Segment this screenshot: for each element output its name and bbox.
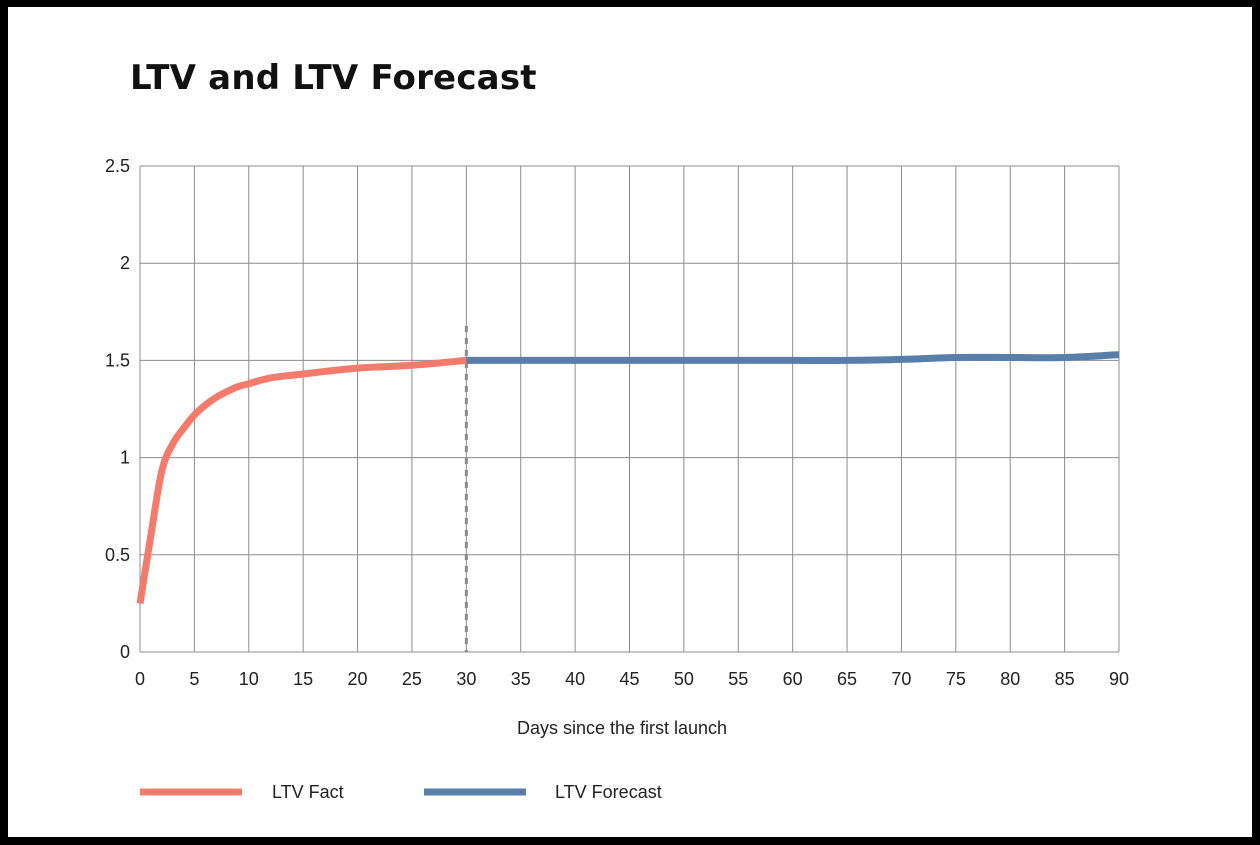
- x-tick-label: 10: [239, 669, 259, 689]
- legend-label-ltv-forecast: LTV Forecast: [555, 782, 662, 802]
- series: [136, 351, 1120, 604]
- x-tick-label: 35: [511, 669, 531, 689]
- x-tick-label: 70: [891, 669, 911, 689]
- y-tick-label: 0.5: [105, 545, 130, 565]
- x-tick-label: 50: [674, 669, 694, 689]
- x-tick-label: 0: [135, 669, 145, 689]
- x-tick-label: 65: [837, 669, 857, 689]
- x-tick-label: 60: [783, 669, 803, 689]
- y-tick-label: 1: [120, 448, 130, 468]
- y-tick-label: 1.5: [105, 350, 130, 370]
- x-tick-label: 90: [1109, 669, 1129, 689]
- x-tick-label: 75: [946, 669, 966, 689]
- x-tick-label: 40: [565, 669, 585, 689]
- chart-title: LTV and LTV Forecast: [130, 58, 537, 98]
- y-tick-label: 2.5: [105, 156, 130, 176]
- ltv-forecast-line: [466, 351, 1120, 364]
- x-tick-label: 55: [728, 669, 748, 689]
- legend: LTV Fact LTV Forecast: [140, 782, 662, 802]
- x-tick-label: 45: [619, 669, 639, 689]
- legend-label-ltv-fact: LTV Fact: [272, 782, 344, 802]
- x-tick-label: 25: [402, 669, 422, 689]
- x-tick-label: 85: [1055, 669, 1075, 689]
- y-tick-label: 0: [120, 642, 130, 662]
- x-tick-label: 30: [456, 669, 476, 689]
- x-axis-ticks: 0 5 10 15 20 25 30 35 40 45 50 55 60 65 70 75 80 85 90: [135, 669, 1129, 689]
- y-axis-ticks: 0 0.5 1 1.5 2 2.5: [105, 156, 130, 662]
- x-tick-label: 15: [293, 669, 313, 689]
- x-tick-label: 80: [1000, 669, 1020, 689]
- x-tick-label: 5: [189, 669, 199, 689]
- y-tick-label: 2: [120, 253, 130, 273]
- x-tick-label: 20: [348, 669, 368, 689]
- x-axis-label: Days since the first launch: [517, 718, 727, 738]
- ltv-fact-line: [136, 356, 467, 604]
- grid: [139, 165, 1120, 653]
